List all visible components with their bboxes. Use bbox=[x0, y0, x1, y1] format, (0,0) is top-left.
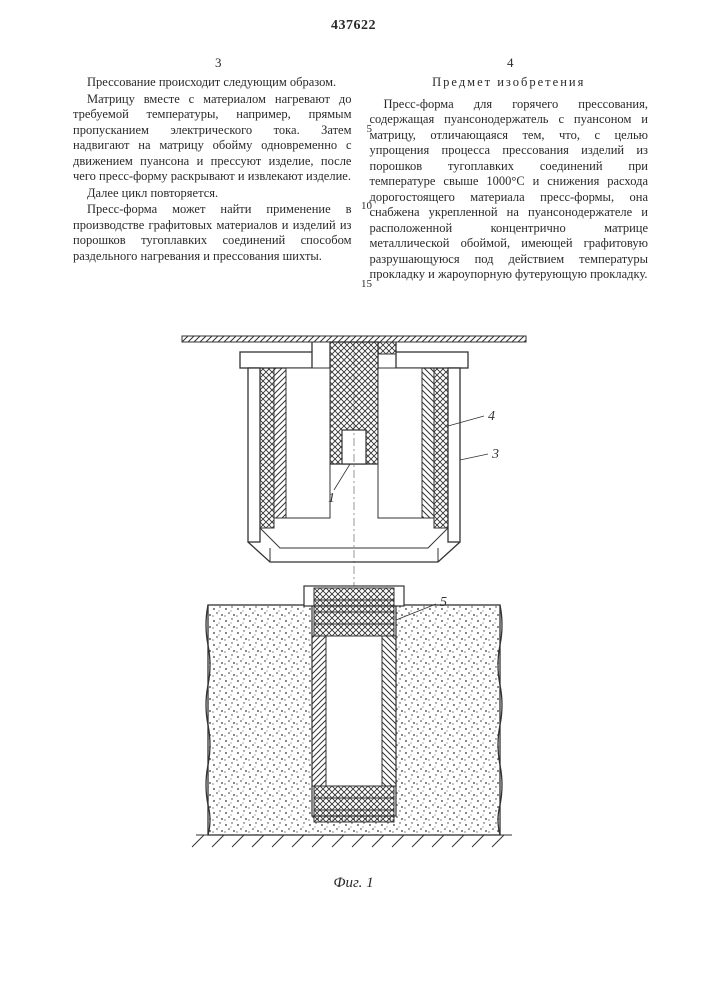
document-number: 437622 bbox=[0, 18, 707, 34]
paragraph: Матрицу вместе с материалом нагревают до… bbox=[73, 92, 352, 185]
callout-4: 4 bbox=[488, 409, 495, 424]
press-mold-diagram: 1 4 3 5 bbox=[152, 330, 556, 870]
paragraph: Далее цикл повторяется. bbox=[73, 186, 352, 202]
callout-3: 3 bbox=[491, 447, 499, 462]
patent-page: 437622 3 4 5 10 15 Прессование происходи… bbox=[0, 0, 707, 1000]
claims-title: Предмет изобретения bbox=[370, 75, 649, 91]
paragraph: Пресс-форма для горячего прессования, со… bbox=[370, 97, 649, 283]
callout-1: 1 bbox=[328, 491, 335, 506]
page-number-left: 3 bbox=[215, 55, 222, 71]
technical-drawing: 1 4 3 5 bbox=[152, 330, 556, 870]
paragraph: Прессование происходит следующим образом… bbox=[73, 75, 352, 91]
callout-5: 5 bbox=[440, 595, 447, 610]
two-column-text: Прессование происходит следующим образом… bbox=[73, 75, 648, 284]
right-column: Предмет изобретения Пресс-форма для горя… bbox=[370, 75, 649, 284]
paragraph: Пресс-форма может найти применение в про… bbox=[73, 202, 352, 264]
left-column: Прессование происходит следующим образом… bbox=[73, 75, 352, 284]
page-number-right: 4 bbox=[507, 55, 514, 71]
figure-caption: Фиг. 1 bbox=[0, 875, 707, 892]
